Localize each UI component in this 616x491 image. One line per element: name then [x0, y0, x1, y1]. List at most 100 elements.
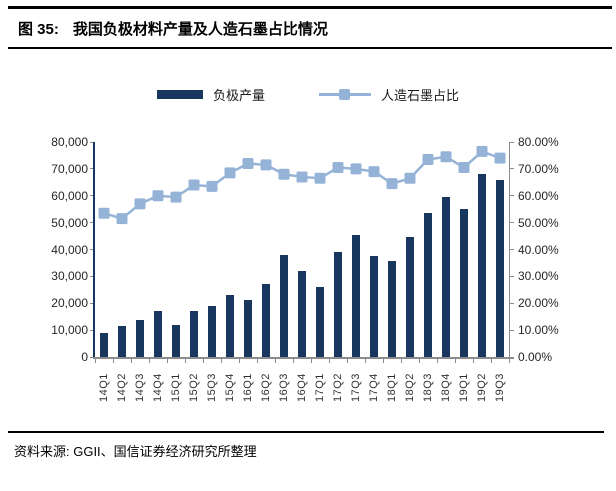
- left-axis-tick-label: 60,000: [51, 188, 88, 203]
- line-marker-18Q2: [404, 172, 416, 184]
- x-tick-label: 19Q1: [458, 373, 470, 402]
- right-axis-tick-label: 80.00%: [518, 135, 559, 149]
- line-marker-17Q2: [332, 162, 344, 174]
- line-marker-17Q4: [368, 166, 380, 178]
- left-axis-tick-label: 40,000: [51, 242, 88, 257]
- x-tick-label: 15Q2: [188, 373, 200, 402]
- right-axis-tick-label: 10.00%: [518, 323, 559, 338]
- left-axis-tickmark: [90, 141, 95, 143]
- x-axis-tickmark: [473, 359, 474, 363]
- line-marker-18Q4: [440, 151, 452, 163]
- x-axis-tickmark: [329, 359, 330, 363]
- x-tick-label: 19Q2: [476, 373, 488, 402]
- bar-15Q2: [190, 311, 198, 357]
- bar-14Q4: [154, 311, 162, 357]
- bar-19Q1: [460, 209, 468, 357]
- x-axis-tickmark: [203, 359, 204, 363]
- x-tick-label: 16Q1: [242, 373, 254, 402]
- x-tick-label: 16Q2: [260, 373, 272, 402]
- right-axis-tickmark: [509, 249, 514, 250]
- line-marker-17Q3: [350, 163, 362, 175]
- line-marker-14Q3: [134, 198, 146, 210]
- x-axis-tickmark: [509, 359, 510, 363]
- x-tick-label: 17Q4: [368, 373, 380, 402]
- right-axis-tick-label: 30.00%: [518, 269, 559, 284]
- bar-16Q2: [262, 284, 270, 357]
- bar-14Q2: [118, 326, 126, 357]
- figure-number: 图 35:: [18, 21, 59, 38]
- x-axis-tickmark: [491, 359, 492, 363]
- bar-16Q1: [244, 300, 252, 357]
- combo-chart: 80,000 70,000 60,000 50,000 40,000 30,000 20,0…: [0, 120, 616, 420]
- left-axis-tickmark: [90, 302, 95, 304]
- bar-16Q3: [280, 254, 288, 357]
- right-axis-tick-label: 20.00%: [518, 296, 559, 311]
- line-marker-16Q3: [278, 168, 290, 180]
- x-tick-label: 17Q2: [332, 373, 344, 402]
- right-axis-tick-label: 0.00%: [518, 350, 553, 364]
- bar-15Q3: [208, 305, 216, 357]
- line-marker-19Q3: [494, 152, 506, 164]
- bar-18Q3: [424, 213, 432, 357]
- right-axis-tick-label: 70.00%: [518, 161, 559, 176]
- right-axis-tick-label: 40.00%: [518, 242, 559, 257]
- x-axis-tickmark: [455, 359, 456, 363]
- x-tick-label: 18Q3: [422, 373, 434, 402]
- bar-17Q3: [352, 235, 360, 357]
- bar-17Q1: [316, 286, 324, 357]
- x-axis-tickmark: [221, 359, 222, 363]
- x-axis-tickmark: [257, 359, 258, 363]
- bar-18Q2: [406, 236, 414, 357]
- right-axis-tickmark: [509, 141, 514, 143]
- x-axis-tickmark: [95, 359, 96, 363]
- figure-header: 图 35: 我国负极材料产量及人造石墨占比情况: [8, 6, 612, 49]
- right-axis-tickmark: [509, 275, 514, 277]
- left-axis-tickmark: [90, 275, 95, 277]
- x-tick-label: 15Q4: [224, 373, 236, 402]
- figure-title: 我国负极材料产量及人造石墨占比情况: [72, 21, 328, 38]
- left-axis-tickmark: [90, 356, 95, 358]
- x-axis-tickmark: [347, 359, 348, 363]
- left-axis-tick-label: 70,000: [51, 161, 88, 176]
- bar-19Q2: [478, 173, 486, 357]
- x-axis-tickmark: [437, 359, 438, 363]
- legend-bar-swatch: [156, 89, 203, 99]
- left-axis-tick-label: 0: [81, 350, 88, 364]
- x-axis-tickmark: [275, 359, 276, 363]
- x-tick-label: 14Q2: [116, 373, 128, 402]
- right-axis-tick-label: 50.00%: [518, 215, 559, 230]
- right-axis-tickmark: [509, 329, 514, 331]
- x-axis-tickmark: [383, 359, 384, 363]
- figure-footer: 资料来源: GGII、国信证券经济研究所整理: [8, 431, 604, 461]
- x-tick-label: 19Q3: [494, 373, 506, 402]
- bar-19Q3: [496, 179, 504, 357]
- left-axis-tickmark: [90, 168, 95, 170]
- line-marker-15Q3: [206, 180, 218, 192]
- line-marker-19Q2: [476, 145, 488, 157]
- x-axis-tickmark: [293, 359, 294, 363]
- line-path: [103, 149, 501, 220]
- right-axis-tickmark: [509, 222, 514, 224]
- legend-bar-label: 负极产量: [212, 87, 265, 103]
- right-axis-tickmark: [509, 168, 514, 170]
- x-axis-line: [93, 357, 514, 359]
- line-marker-15Q4: [224, 167, 236, 179]
- right-axis-tick-label: 60.00%: [518, 188, 559, 203]
- x-axis-tickmark: [419, 359, 420, 363]
- x-tick-label: 18Q4: [440, 373, 452, 402]
- right-axis-line: [509, 142, 510, 357]
- left-axis-tickmark: [90, 222, 95, 224]
- left-axis-tickmark: [90, 329, 95, 331]
- x-axis-tickmark: [167, 359, 168, 363]
- percentage-line-series: [98, 145, 506, 225]
- x-axis-tickmark: [185, 359, 186, 363]
- bar-18Q4: [442, 196, 450, 357]
- left-axis-tick-label: 30,000: [51, 269, 88, 284]
- x-axis-tickmark: [149, 359, 150, 363]
- left-axis-tick-label: 50,000: [51, 215, 88, 230]
- left-axis-tickmark: [90, 195, 95, 197]
- bar-17Q2: [334, 251, 342, 357]
- legend-line-label: 人造石墨占比: [381, 87, 460, 103]
- line-marker-16Q4: [296, 171, 308, 183]
